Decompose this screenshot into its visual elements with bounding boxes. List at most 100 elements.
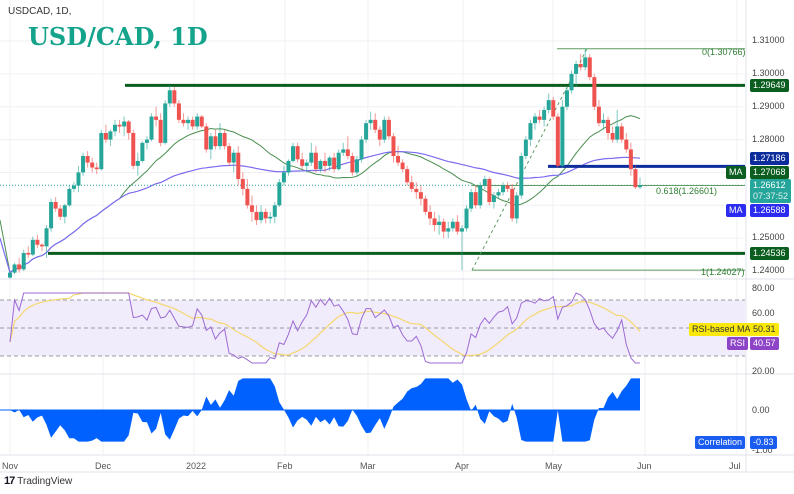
candle-body bbox=[318, 160, 323, 170]
candle-body bbox=[405, 169, 410, 183]
candle-body bbox=[523, 139, 528, 157]
candle-body bbox=[300, 159, 305, 166]
candle-body bbox=[26, 252, 31, 255]
candle-body bbox=[414, 188, 419, 193]
candle-body bbox=[8, 272, 12, 278]
candlesticks bbox=[8, 48, 642, 280]
ma-fast-prefix-tag: MA bbox=[726, 166, 746, 179]
candle-body bbox=[569, 73, 574, 91]
candle-body bbox=[277, 182, 282, 206]
pane-separators bbox=[0, 0, 794, 473]
bar-countdown: 07:37:52 bbox=[753, 191, 789, 201]
candle-body bbox=[176, 103, 181, 120]
candle-body bbox=[469, 192, 474, 209]
symbol-label: USDCAD, 1D, bbox=[8, 6, 72, 17]
candle-body bbox=[323, 160, 327, 166]
candle-body bbox=[49, 202, 54, 229]
candle-body bbox=[327, 157, 332, 166]
candle-body bbox=[108, 131, 113, 140]
candle-body bbox=[478, 185, 483, 206]
candle-body bbox=[231, 152, 236, 163]
candle-body bbox=[71, 185, 76, 189]
last-price-value: 1.26612 bbox=[753, 180, 786, 190]
candle-body bbox=[354, 159, 359, 173]
candle-body bbox=[519, 156, 524, 196]
candle-body bbox=[610, 133, 615, 140]
candle-body bbox=[167, 90, 172, 104]
candle-body bbox=[76, 172, 81, 186]
correlation-pane[interactable] bbox=[0, 378, 640, 442]
candle-body bbox=[154, 116, 159, 120]
fibonacci-retracement[interactable] bbox=[471, 48, 745, 271]
ma-slow-prefix-tag: MA bbox=[726, 204, 746, 217]
candle-body bbox=[213, 136, 218, 147]
time-axis-tick-mar: Mar bbox=[360, 461, 376, 471]
candle-body bbox=[601, 119, 606, 124]
candle-body bbox=[587, 57, 592, 78]
price-pane[interactable] bbox=[0, 48, 745, 280]
candle-body bbox=[281, 172, 286, 183]
rsi-ma-label-tag: RSI-based MA bbox=[689, 323, 754, 336]
candle-body bbox=[268, 216, 273, 219]
candle-body bbox=[245, 188, 250, 206]
candle-body bbox=[364, 123, 369, 140]
candle-body bbox=[295, 146, 300, 160]
candle-body bbox=[195, 116, 200, 127]
candle-body bbox=[313, 152, 318, 170]
candle-body bbox=[254, 211, 259, 221]
candle-body bbox=[30, 239, 35, 255]
rsi-axis-tick-20: 20.00 bbox=[752, 366, 775, 376]
candle-body bbox=[332, 157, 337, 170]
candle-body bbox=[377, 129, 382, 140]
candle-body bbox=[103, 133, 108, 140]
candle-body bbox=[172, 90, 177, 104]
price-axis-tick: 1.24000 bbox=[752, 265, 785, 276]
candle-body bbox=[382, 119, 387, 140]
tradingview-logo-icon: 17 bbox=[4, 475, 15, 487]
candle-body bbox=[501, 185, 506, 193]
candle-body bbox=[345, 149, 350, 157]
candle-body bbox=[17, 264, 22, 270]
rsi-axis-tick-60: 60.00 bbox=[752, 308, 775, 318]
candle-body bbox=[304, 162, 309, 166]
time-axis-tick-nov: Nov bbox=[2, 461, 19, 471]
candle-body bbox=[58, 208, 63, 217]
candle-body bbox=[53, 202, 58, 209]
candle-body bbox=[428, 211, 432, 219]
price-axis-tick: 1.25000 bbox=[752, 232, 785, 243]
candle-body bbox=[35, 239, 40, 245]
candle-body bbox=[491, 195, 496, 203]
candle-body bbox=[81, 156, 86, 173]
candle-body bbox=[368, 119, 373, 124]
candle-body bbox=[546, 100, 551, 111]
candle-body bbox=[144, 139, 149, 143]
candle-body bbox=[583, 57, 588, 68]
time-axis-tick-feb: Feb bbox=[277, 461, 293, 471]
candle-body bbox=[181, 119, 186, 124]
candle-body bbox=[186, 119, 191, 124]
candle-body bbox=[199, 116, 204, 127]
correlation-value-tag: -0.83 bbox=[750, 436, 777, 449]
candle-body bbox=[131, 133, 136, 166]
horizontal-levels[interactable] bbox=[48, 83, 745, 255]
candle-body bbox=[190, 119, 195, 127]
candle-body bbox=[391, 136, 396, 157]
candle-body bbox=[85, 156, 90, 163]
candle-body bbox=[94, 167, 99, 170]
tradingview-branding[interactable]: 17 TradingView bbox=[4, 475, 72, 487]
candle-body bbox=[441, 221, 446, 232]
candle-body bbox=[409, 182, 414, 189]
candle-body bbox=[533, 116, 537, 124]
candle-body bbox=[537, 116, 542, 120]
fib-level-0-label: 0(1.30766) bbox=[702, 47, 746, 57]
time-axis-tick-dec: Dec bbox=[95, 461, 112, 471]
candle-body bbox=[99, 133, 104, 170]
rsi-pane[interactable] bbox=[0, 292, 745, 364]
candle-body bbox=[90, 162, 95, 168]
rsi-label-tag: RSI bbox=[727, 337, 749, 350]
candle-body bbox=[624, 139, 629, 150]
candle-body bbox=[240, 179, 245, 189]
candle-body bbox=[44, 228, 49, 247]
candle-body bbox=[450, 221, 455, 229]
